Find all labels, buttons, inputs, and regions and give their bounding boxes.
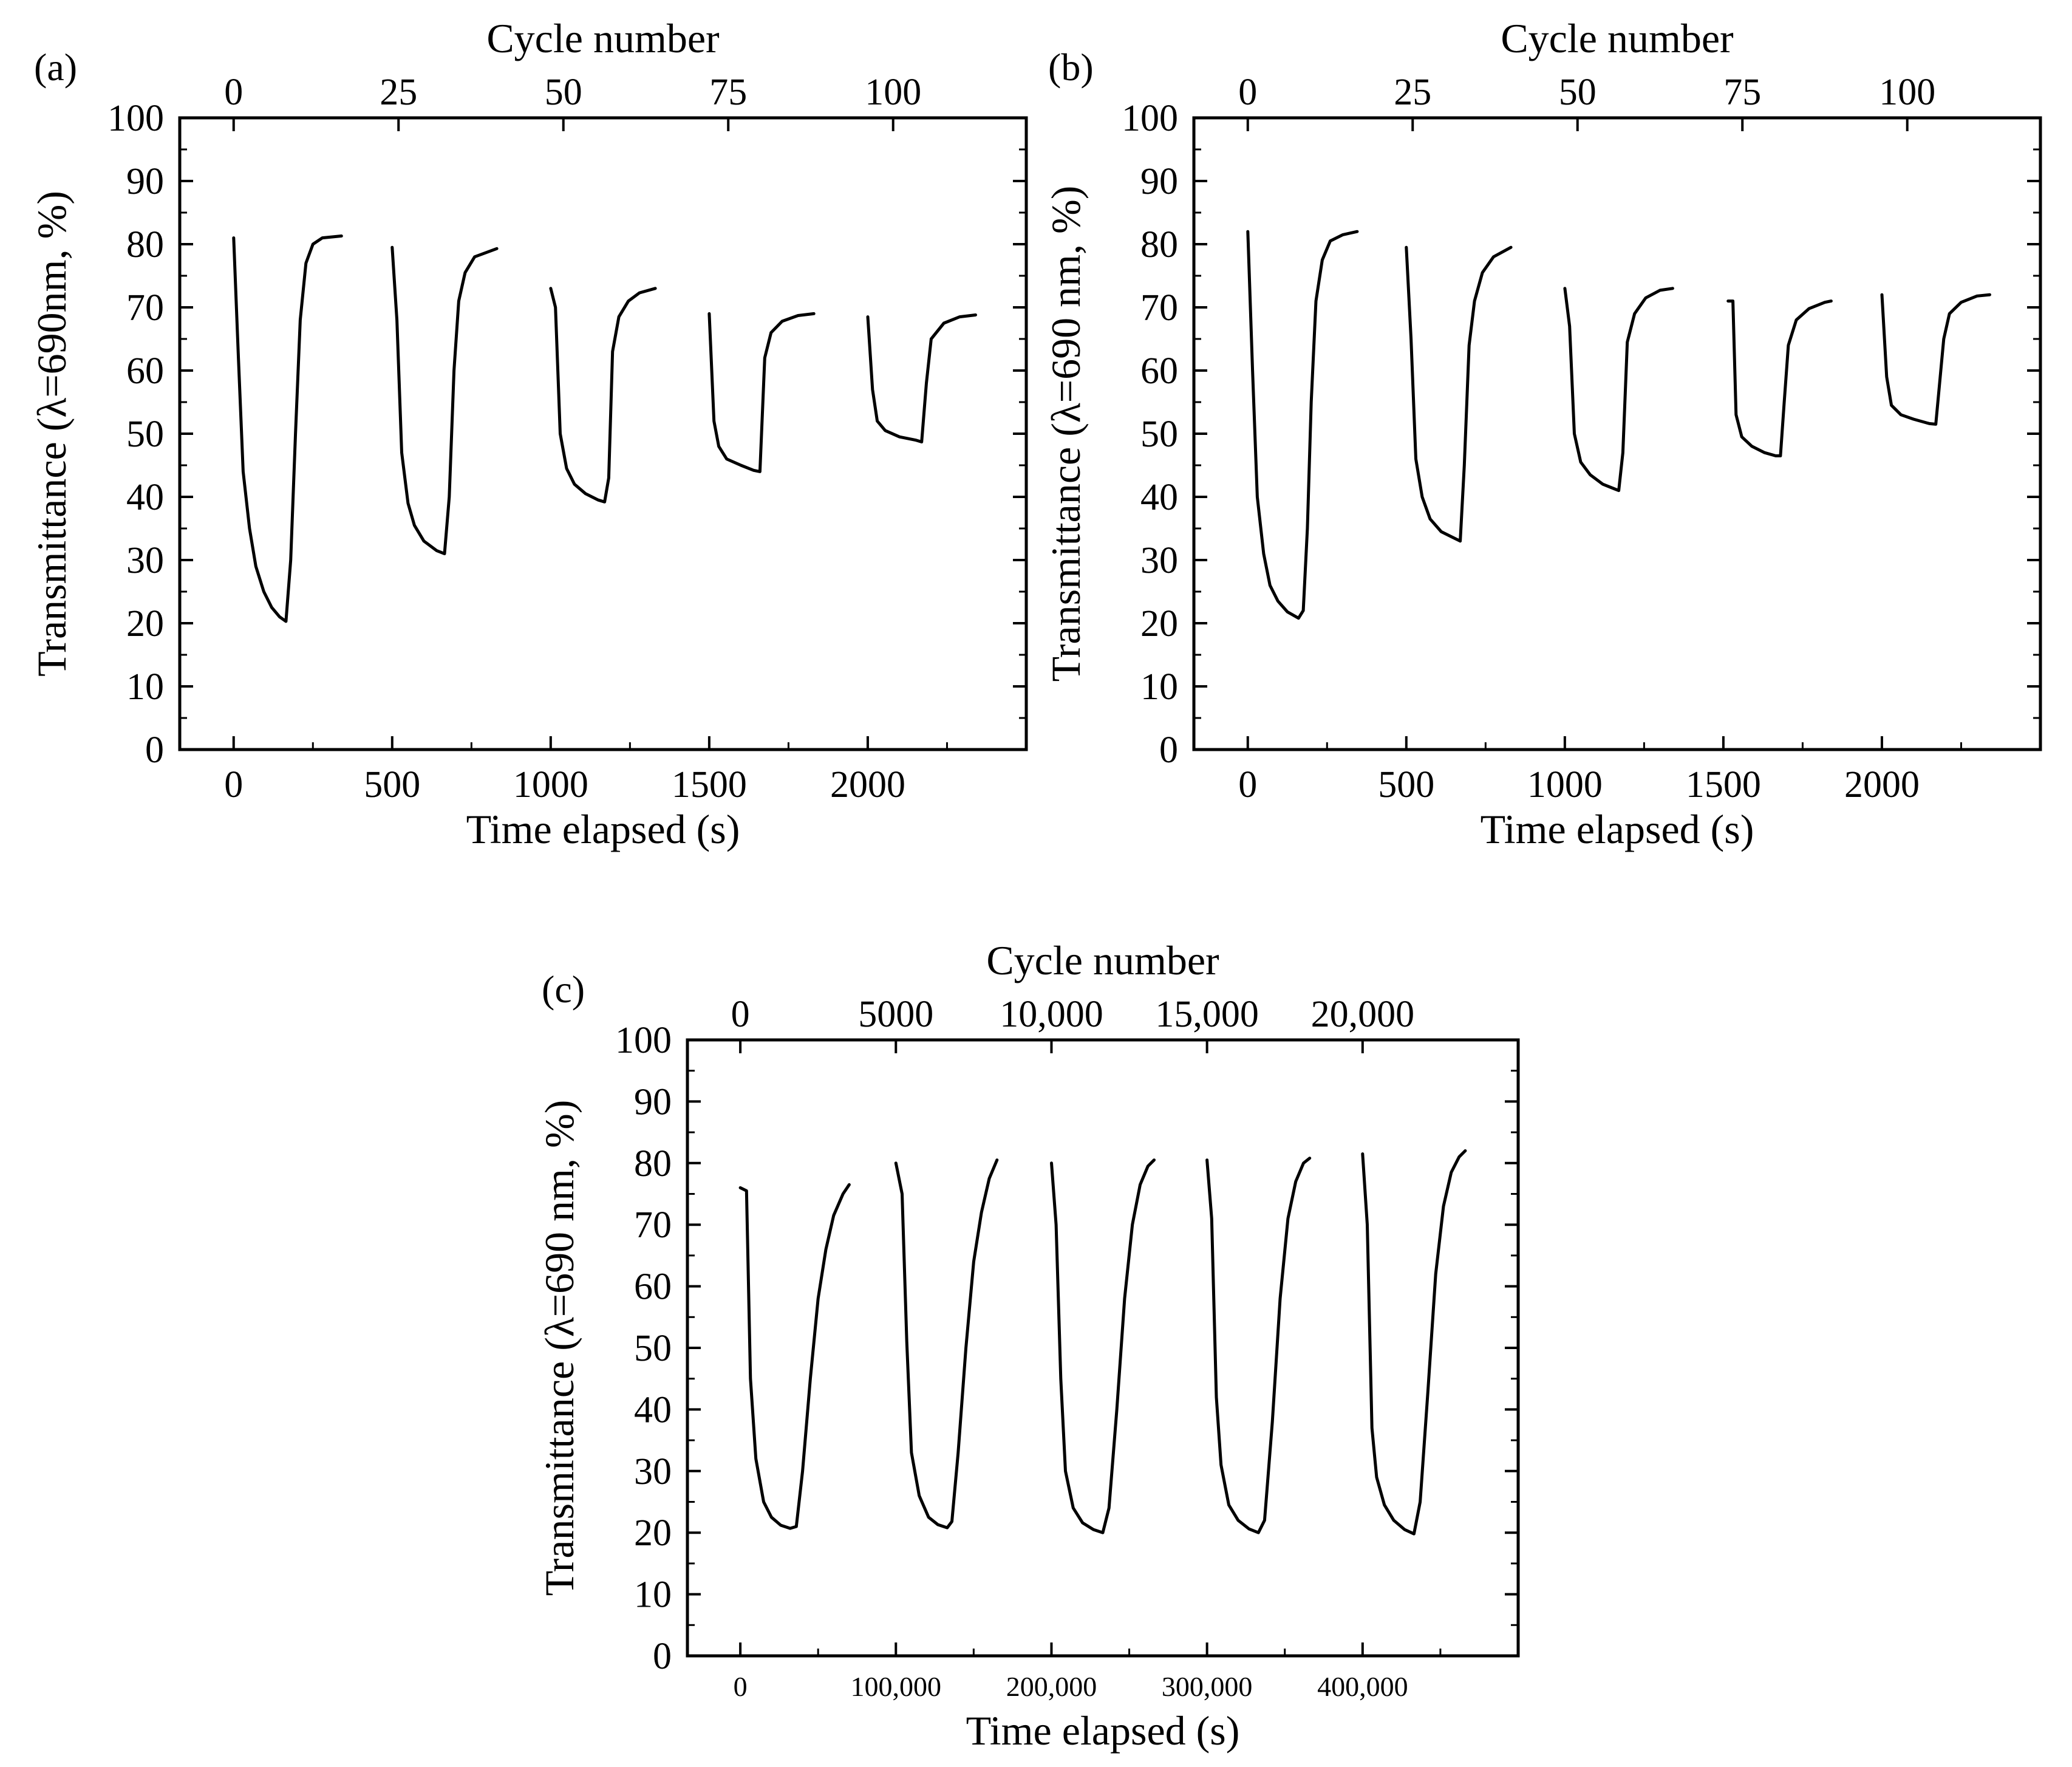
x-axis-title: Time elapsed (s) xyxy=(466,806,740,852)
series-line xyxy=(707,312,816,473)
y-axis-title: Transmittance (λ=690 nm, %) xyxy=(1043,186,1089,682)
top-tick-label: 0 xyxy=(1238,72,1257,113)
y-tick-label: 50 xyxy=(1140,414,1178,455)
top-tick-label: 0 xyxy=(731,994,750,1035)
series-line xyxy=(232,234,343,623)
series-line xyxy=(549,287,657,504)
y-tick-label: 90 xyxy=(126,161,164,202)
series-line xyxy=(1880,293,1991,426)
y-axis-title: Transmittance (λ=690 nm, %) xyxy=(536,1100,582,1596)
x-tick-label: 200,000 xyxy=(1006,1671,1097,1702)
top-tick-label: 5000 xyxy=(858,994,933,1035)
y-tick-label: 80 xyxy=(1140,224,1178,265)
y-tick-label: 60 xyxy=(634,1266,672,1308)
y-tick-label: 100 xyxy=(615,1020,672,1061)
series-line xyxy=(1050,1158,1156,1534)
top-tick-label: 75 xyxy=(1723,72,1761,113)
top-tick-label: 20,000 xyxy=(1311,994,1415,1035)
y-tick-label: 40 xyxy=(634,1389,672,1430)
top-tick-label: 25 xyxy=(1394,72,1431,113)
panel-label: (a) xyxy=(34,46,77,89)
top-tick-label: 10,000 xyxy=(1000,994,1103,1035)
y-tick-label: 20 xyxy=(634,1512,672,1554)
y-tick-label: 40 xyxy=(1140,477,1178,518)
x-tick-label: 100,000 xyxy=(851,1671,942,1702)
y-tick-label: 10 xyxy=(126,666,164,708)
y-tick-label: 30 xyxy=(126,540,164,581)
y-tick-label: 100 xyxy=(1122,98,1178,139)
top-tick-label: 15,000 xyxy=(1155,994,1259,1035)
y-tick-label: 60 xyxy=(1140,350,1178,392)
series-line xyxy=(1563,287,1674,493)
y-tick-label: 20 xyxy=(126,603,164,644)
x-tick-label: 0 xyxy=(1238,764,1257,805)
top-axis-title: Cycle number xyxy=(1501,15,1734,61)
series-line xyxy=(894,1158,999,1529)
y-tick-label: 30 xyxy=(634,1451,672,1492)
top-tick-label: 0 xyxy=(224,72,243,113)
y-tick-label: 100 xyxy=(107,98,164,139)
x-tick-label: 2000 xyxy=(830,764,905,805)
y-tick-label: 0 xyxy=(145,730,164,771)
y-tick-label: 0 xyxy=(1159,730,1178,771)
x-tick-label: 1500 xyxy=(1686,764,1761,805)
series-line xyxy=(866,313,977,443)
x-axis-title: Time elapsed (s) xyxy=(1481,806,1754,852)
y-tick-label: 20 xyxy=(1140,603,1178,644)
series-line xyxy=(1726,299,1833,457)
y-tick-label: 90 xyxy=(1140,161,1178,202)
top-tick-label: 50 xyxy=(545,72,582,113)
y-tick-label: 0 xyxy=(653,1636,672,1677)
x-tick-label: 0 xyxy=(734,1671,748,1702)
top-tick-label: 100 xyxy=(1879,72,1935,113)
y-axis-title: Transmittance (λ=690nm, %) xyxy=(29,191,75,677)
x-tick-label: 1000 xyxy=(1527,764,1603,805)
y-tick-label: 10 xyxy=(634,1574,672,1616)
top-tick-label: 50 xyxy=(1559,72,1597,113)
series-line xyxy=(738,1183,851,1530)
y-tick-label: 70 xyxy=(1140,287,1178,329)
y-tick-label: 30 xyxy=(1140,540,1178,581)
top-axis-title: Cycle number xyxy=(986,937,1219,983)
top-tick-label: 25 xyxy=(380,72,417,113)
x-tick-label: 2000 xyxy=(1844,764,1920,805)
x-tick-label: 500 xyxy=(364,764,420,805)
x-tick-label: 1500 xyxy=(672,764,747,805)
top-axis-title: Cycle number xyxy=(486,15,720,61)
x-tick-label: 400,000 xyxy=(1317,1671,1408,1702)
x-tick-label: 0 xyxy=(224,764,243,805)
y-tick-label: 50 xyxy=(634,1328,672,1369)
y-tick-label: 80 xyxy=(634,1143,672,1184)
x-axis-title: Time elapsed (s) xyxy=(966,1707,1240,1754)
y-tick-label: 10 xyxy=(1140,666,1178,708)
y-tick-label: 60 xyxy=(126,350,164,392)
x-tick-label: 300,000 xyxy=(1162,1671,1253,1702)
y-tick-label: 50 xyxy=(126,414,164,455)
series-line xyxy=(1361,1149,1467,1536)
panel-label: (c) xyxy=(542,968,585,1011)
y-tick-label: 70 xyxy=(126,287,164,329)
series-line xyxy=(1405,245,1513,543)
series-line xyxy=(390,245,499,556)
top-tick-label: 100 xyxy=(865,72,921,113)
y-tick-label: 40 xyxy=(126,477,164,518)
panel-label: (b) xyxy=(1048,46,1094,89)
top-tick-label: 75 xyxy=(709,72,747,113)
y-tick-label: 70 xyxy=(634,1205,672,1246)
x-tick-label: 1000 xyxy=(513,764,588,805)
series-line xyxy=(1205,1157,1312,1534)
y-tick-label: 90 xyxy=(634,1081,672,1123)
panel-c: 0 10 20 30 40 50 60 70 80 90 100 0 100,000 200,000 300… xyxy=(536,937,1520,1754)
y-tick-label: 80 xyxy=(126,224,164,265)
series-line xyxy=(1246,230,1359,620)
x-tick-label: 500 xyxy=(1378,764,1434,805)
